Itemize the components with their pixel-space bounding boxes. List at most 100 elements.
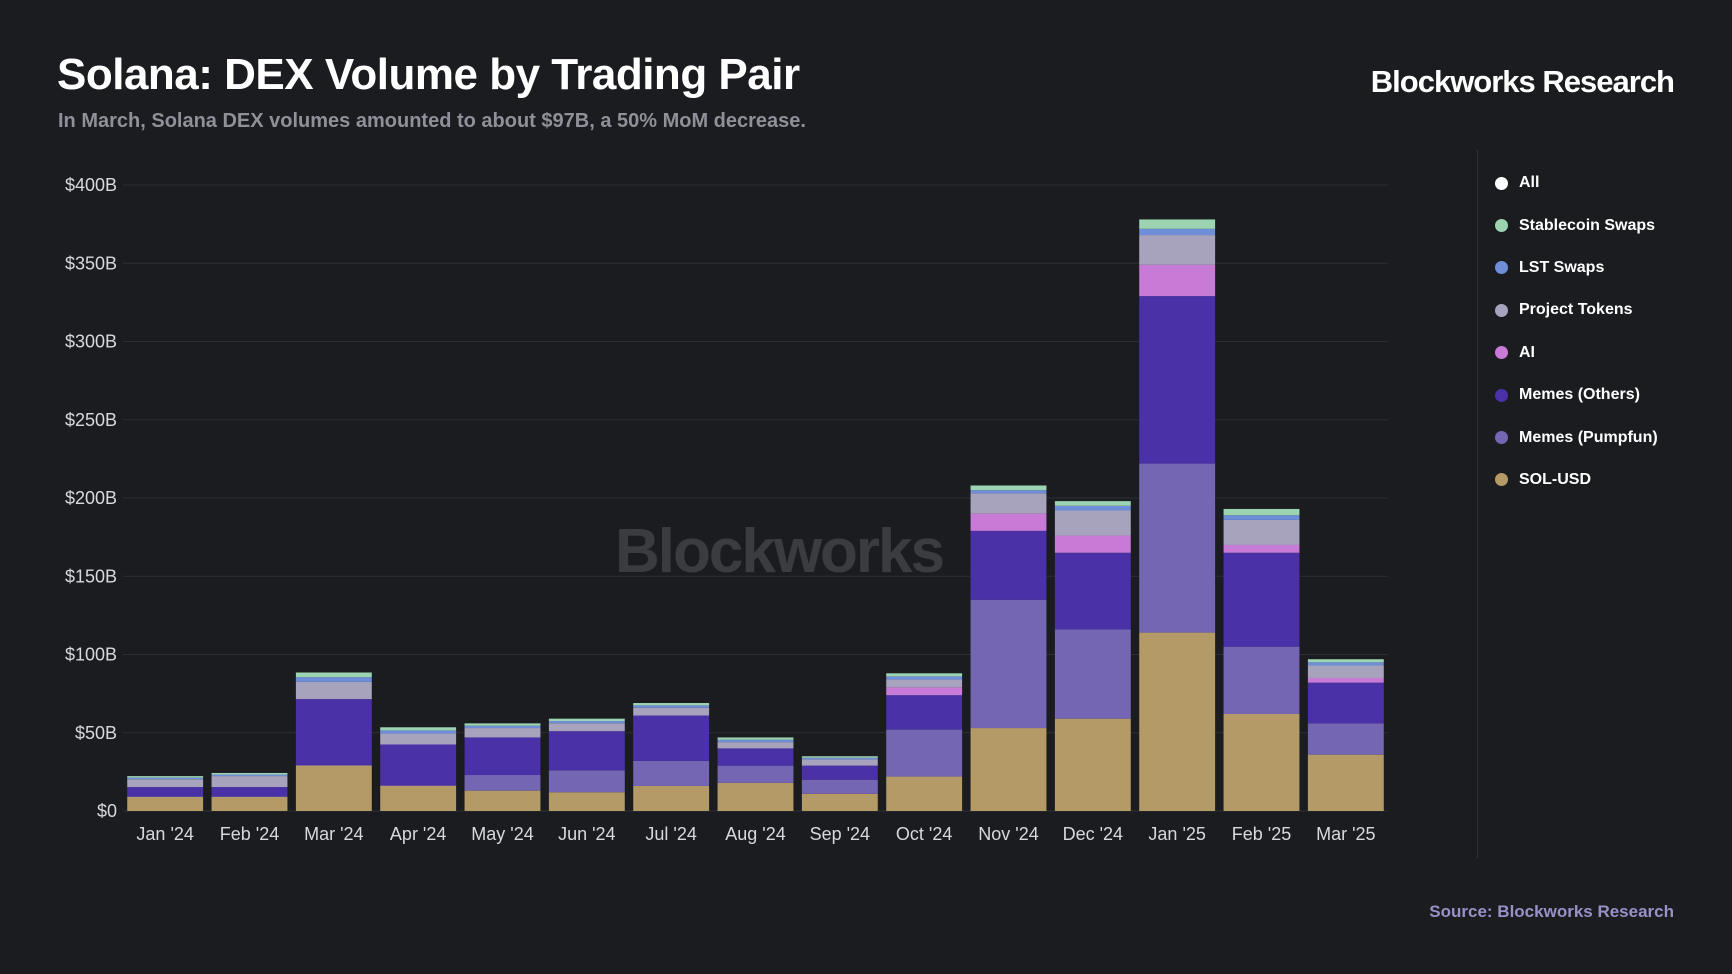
- bar-segment[interactable]: [1139, 463, 1216, 633]
- bar-segment[interactable]: [1139, 219, 1216, 229]
- bar-segment[interactable]: [464, 728, 541, 738]
- bar-segment[interactable]: [127, 779, 204, 788]
- bar-segment[interactable]: [801, 793, 878, 811]
- bar-segment[interactable]: [1307, 723, 1384, 755]
- bar-segment[interactable]: [1307, 682, 1384, 724]
- bar-segment[interactable]: [801, 765, 878, 780]
- bar-segment[interactable]: [548, 718, 625, 722]
- legend-item-memes-others[interactable]: Memes (Others): [1495, 374, 1658, 416]
- bar-segment[interactable]: [970, 490, 1047, 494]
- bar-segment[interactable]: [127, 796, 204, 811]
- bar-segment[interactable]: [970, 530, 1047, 600]
- bar-segment[interactable]: [1307, 662, 1384, 666]
- bar-segment[interactable]: [1223, 519, 1300, 545]
- legend-item-lst-swaps[interactable]: LST Swaps: [1495, 247, 1658, 289]
- bar-segment[interactable]: [1223, 713, 1300, 811]
- bar-segment[interactable]: [801, 757, 878, 760]
- bar-segment[interactable]: [1054, 552, 1131, 630]
- bar-segment[interactable]: [886, 673, 963, 677]
- bar-segment[interactable]: [464, 723, 541, 726]
- bar-segment[interactable]: [717, 748, 794, 766]
- bar-segment[interactable]: [886, 687, 963, 696]
- bar-segment[interactable]: [970, 485, 1047, 491]
- legend-item-memes-pumpfun[interactable]: Memes (Pumpfun): [1495, 416, 1658, 458]
- bar-segment[interactable]: [548, 731, 625, 771]
- bar-segment[interactable]: [548, 770, 625, 793]
- bar-segment[interactable]: [1054, 505, 1131, 511]
- bar-segment[interactable]: [464, 725, 541, 729]
- bar-segment[interactable]: [1223, 508, 1300, 516]
- bar-segment[interactable]: [1223, 544, 1300, 553]
- bar-segment[interactable]: [1307, 659, 1384, 663]
- bar-segment[interactable]: [380, 733, 457, 745]
- bar-segment[interactable]: [633, 715, 710, 761]
- bar-segment[interactable]: [1139, 296, 1216, 464]
- bar-segment[interactable]: [295, 677, 372, 682]
- bar-segment[interactable]: [717, 739, 794, 743]
- bar-segment[interactable]: [801, 756, 878, 758]
- bar-segment[interactable]: [380, 785, 457, 811]
- legend-item-all[interactable]: All: [1495, 162, 1658, 204]
- bar-segment[interactable]: [970, 513, 1047, 531]
- bar-segment[interactable]: [633, 703, 710, 706]
- bar-segment[interactable]: [1307, 677, 1384, 683]
- bar-segment[interactable]: [211, 776, 288, 788]
- bar-segment[interactable]: [1054, 718, 1131, 811]
- bar-segment[interactable]: [886, 679, 963, 688]
- bar-segment[interactable]: [717, 765, 794, 783]
- bar-segment[interactable]: [1054, 629, 1131, 719]
- bar-segment[interactable]: [886, 695, 963, 730]
- bar-segment[interactable]: [886, 676, 963, 680]
- bar-segment[interactable]: [464, 775, 541, 791]
- bar-segment[interactable]: [1139, 632, 1216, 811]
- bar-segment[interactable]: [127, 787, 204, 797]
- bar-segment[interactable]: [1139, 228, 1216, 236]
- bar-segment[interactable]: [380, 727, 457, 731]
- bar-segment[interactable]: [295, 681, 372, 700]
- bar-segment[interactable]: [717, 737, 794, 740]
- bar-segment[interactable]: [633, 707, 710, 716]
- bar-segment[interactable]: [127, 777, 204, 780]
- bar-segment[interactable]: [1054, 535, 1131, 553]
- bar-segment[interactable]: [633, 760, 710, 786]
- bar-segment[interactable]: [970, 728, 1047, 811]
- bar-segment[interactable]: [886, 776, 963, 811]
- legend-item-stablecoin-swaps[interactable]: Stablecoin Swaps: [1495, 204, 1658, 246]
- bar-segment[interactable]: [548, 721, 625, 724]
- bar-segment[interactable]: [1139, 235, 1216, 265]
- bar-segment[interactable]: [717, 782, 794, 811]
- bar-segment[interactable]: [295, 764, 372, 766]
- bar-segment[interactable]: [548, 723, 625, 732]
- bar-segment[interactable]: [211, 774, 288, 777]
- bar-segment[interactable]: [1223, 515, 1300, 520]
- bar-segment[interactable]: [970, 599, 1047, 729]
- bar-segment[interactable]: [211, 787, 288, 797]
- bar-segment[interactable]: [1223, 552, 1300, 647]
- bar-segment[interactable]: [633, 705, 710, 708]
- bar-segment[interactable]: [633, 785, 710, 811]
- bar-segment[interactable]: [1139, 264, 1216, 297]
- bar-segment[interactable]: [380, 785, 457, 786]
- bar-segment[interactable]: [295, 765, 372, 811]
- legend-item-ai[interactable]: AI: [1495, 332, 1658, 374]
- bar-segment[interactable]: [127, 776, 204, 778]
- bar-segment[interactable]: [295, 699, 372, 765]
- bar-segment[interactable]: [1223, 646, 1300, 714]
- bar-segment[interactable]: [717, 742, 794, 749]
- bar-segment[interactable]: [211, 796, 288, 811]
- bar-segment[interactable]: [464, 790, 541, 811]
- bar-segment[interactable]: [1054, 510, 1131, 536]
- bar-segment[interactable]: [1054, 501, 1131, 506]
- bar-segment[interactable]: [380, 744, 457, 786]
- bar-segment[interactable]: [1307, 665, 1384, 678]
- bar-segment[interactable]: [801, 759, 878, 766]
- bar-segment[interactable]: [970, 493, 1047, 514]
- bar-segment[interactable]: [211, 772, 288, 775]
- bar-segment[interactable]: [1307, 754, 1384, 811]
- legend-item-sol-usd[interactable]: SOL-USD: [1495, 459, 1658, 501]
- bar-segment[interactable]: [380, 730, 457, 734]
- legend-item-project-tokens[interactable]: Project Tokens: [1495, 289, 1658, 331]
- bar-segment[interactable]: [464, 737, 541, 776]
- bar-segment[interactable]: [886, 729, 963, 777]
- bar-segment[interactable]: [801, 779, 878, 794]
